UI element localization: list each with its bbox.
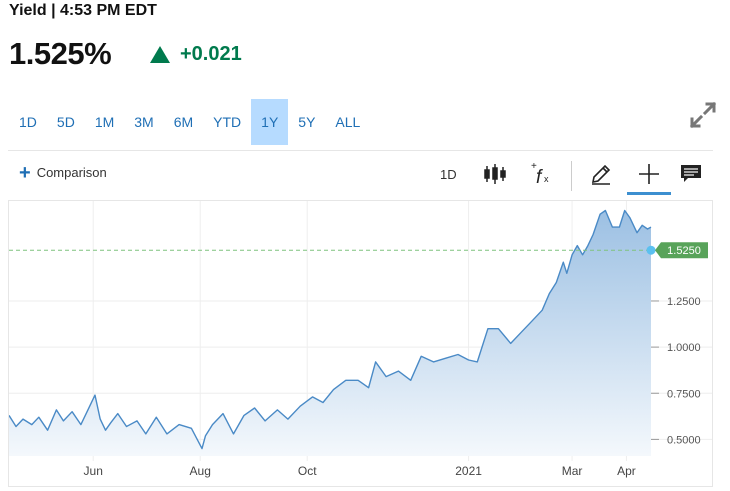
crosshair-active-indicator <box>627 192 671 195</box>
y-tick-label: 0.7500 <box>667 388 701 400</box>
x-tick-label: Jun <box>84 464 103 478</box>
comparison-button[interactable]: + Comparison <box>19 161 107 184</box>
range-tab-1d[interactable]: 1D <box>19 114 37 130</box>
last-value-dot <box>646 245 656 255</box>
svg-text:f: f <box>536 167 543 187</box>
candlestick-icon[interactable] <box>480 161 510 187</box>
chart-plot: 0.5000 0.7500 1.0000 1.2500 Jun Aug Oct 2021 Mar… <box>8 201 712 478</box>
y-tick-label: 0.5000 <box>667 434 701 446</box>
area-fill <box>9 210 651 456</box>
range-tab-6m[interactable]: 6M <box>173 114 194 130</box>
x-tick-label: 2021 <box>455 464 482 478</box>
range-tab-all[interactable]: ALL <box>335 114 361 130</box>
change-value: +0.021 <box>180 43 242 65</box>
range-tab-5d[interactable]: 5D <box>56 114 75 130</box>
pencil-icon[interactable] <box>586 161 616 187</box>
series-line <box>8 209 652 450</box>
last-value-label: 1.5250 <box>667 245 701 257</box>
x-tick-label: Aug <box>190 464 211 478</box>
up-arrow-icon <box>150 46 170 63</box>
price-change: +0.021 <box>150 43 242 66</box>
comparison-label: Comparison <box>36 165 107 180</box>
yield-header: Yield | 4:53 PM EDT <box>9 2 157 19</box>
range-tab-5y[interactable]: 5Y <box>298 114 316 130</box>
time-range-tabs: 1D 5D 1M 3M 6M YTD 1Y 5Y ALL <box>9 99 370 145</box>
crosshair-icon[interactable] <box>632 161 666 187</box>
y-tick-label: 1.0000 <box>667 342 701 354</box>
last-value-flag <box>655 242 708 259</box>
svg-text:x: x <box>544 174 549 184</box>
interval-selector[interactable]: 1D <box>440 166 457 182</box>
x-tick-label: Mar <box>562 464 583 478</box>
range-tab-3m[interactable]: 3M <box>134 114 154 130</box>
expand-icon[interactable] <box>688 100 718 130</box>
yield-chart[interactable]: 0.5000 0.7500 1.0000 1.2500 Jun Aug Oct 2021 Mar… <box>8 200 713 487</box>
plus-icon: + <box>19 161 31 184</box>
y-tick-label: 1.2500 <box>667 296 701 308</box>
range-tab-ytd[interactable]: YTD <box>213 114 242 130</box>
comment-icon[interactable] <box>676 161 706 187</box>
x-tick-label: Apr <box>617 464 636 478</box>
toolbar-divider <box>571 161 572 191</box>
price-value: 1.525% <box>9 36 112 71</box>
x-tick-label: Oct <box>298 464 317 478</box>
range-tab-1y[interactable]: 1Y <box>251 99 289 145</box>
svg-text:+: + <box>531 161 537 172</box>
function-icon[interactable]: + f x <box>527 161 557 187</box>
chart-toolbar: + Comparison 1D + f x <box>8 150 713 201</box>
range-tab-1m[interactable]: 1M <box>94 114 115 130</box>
